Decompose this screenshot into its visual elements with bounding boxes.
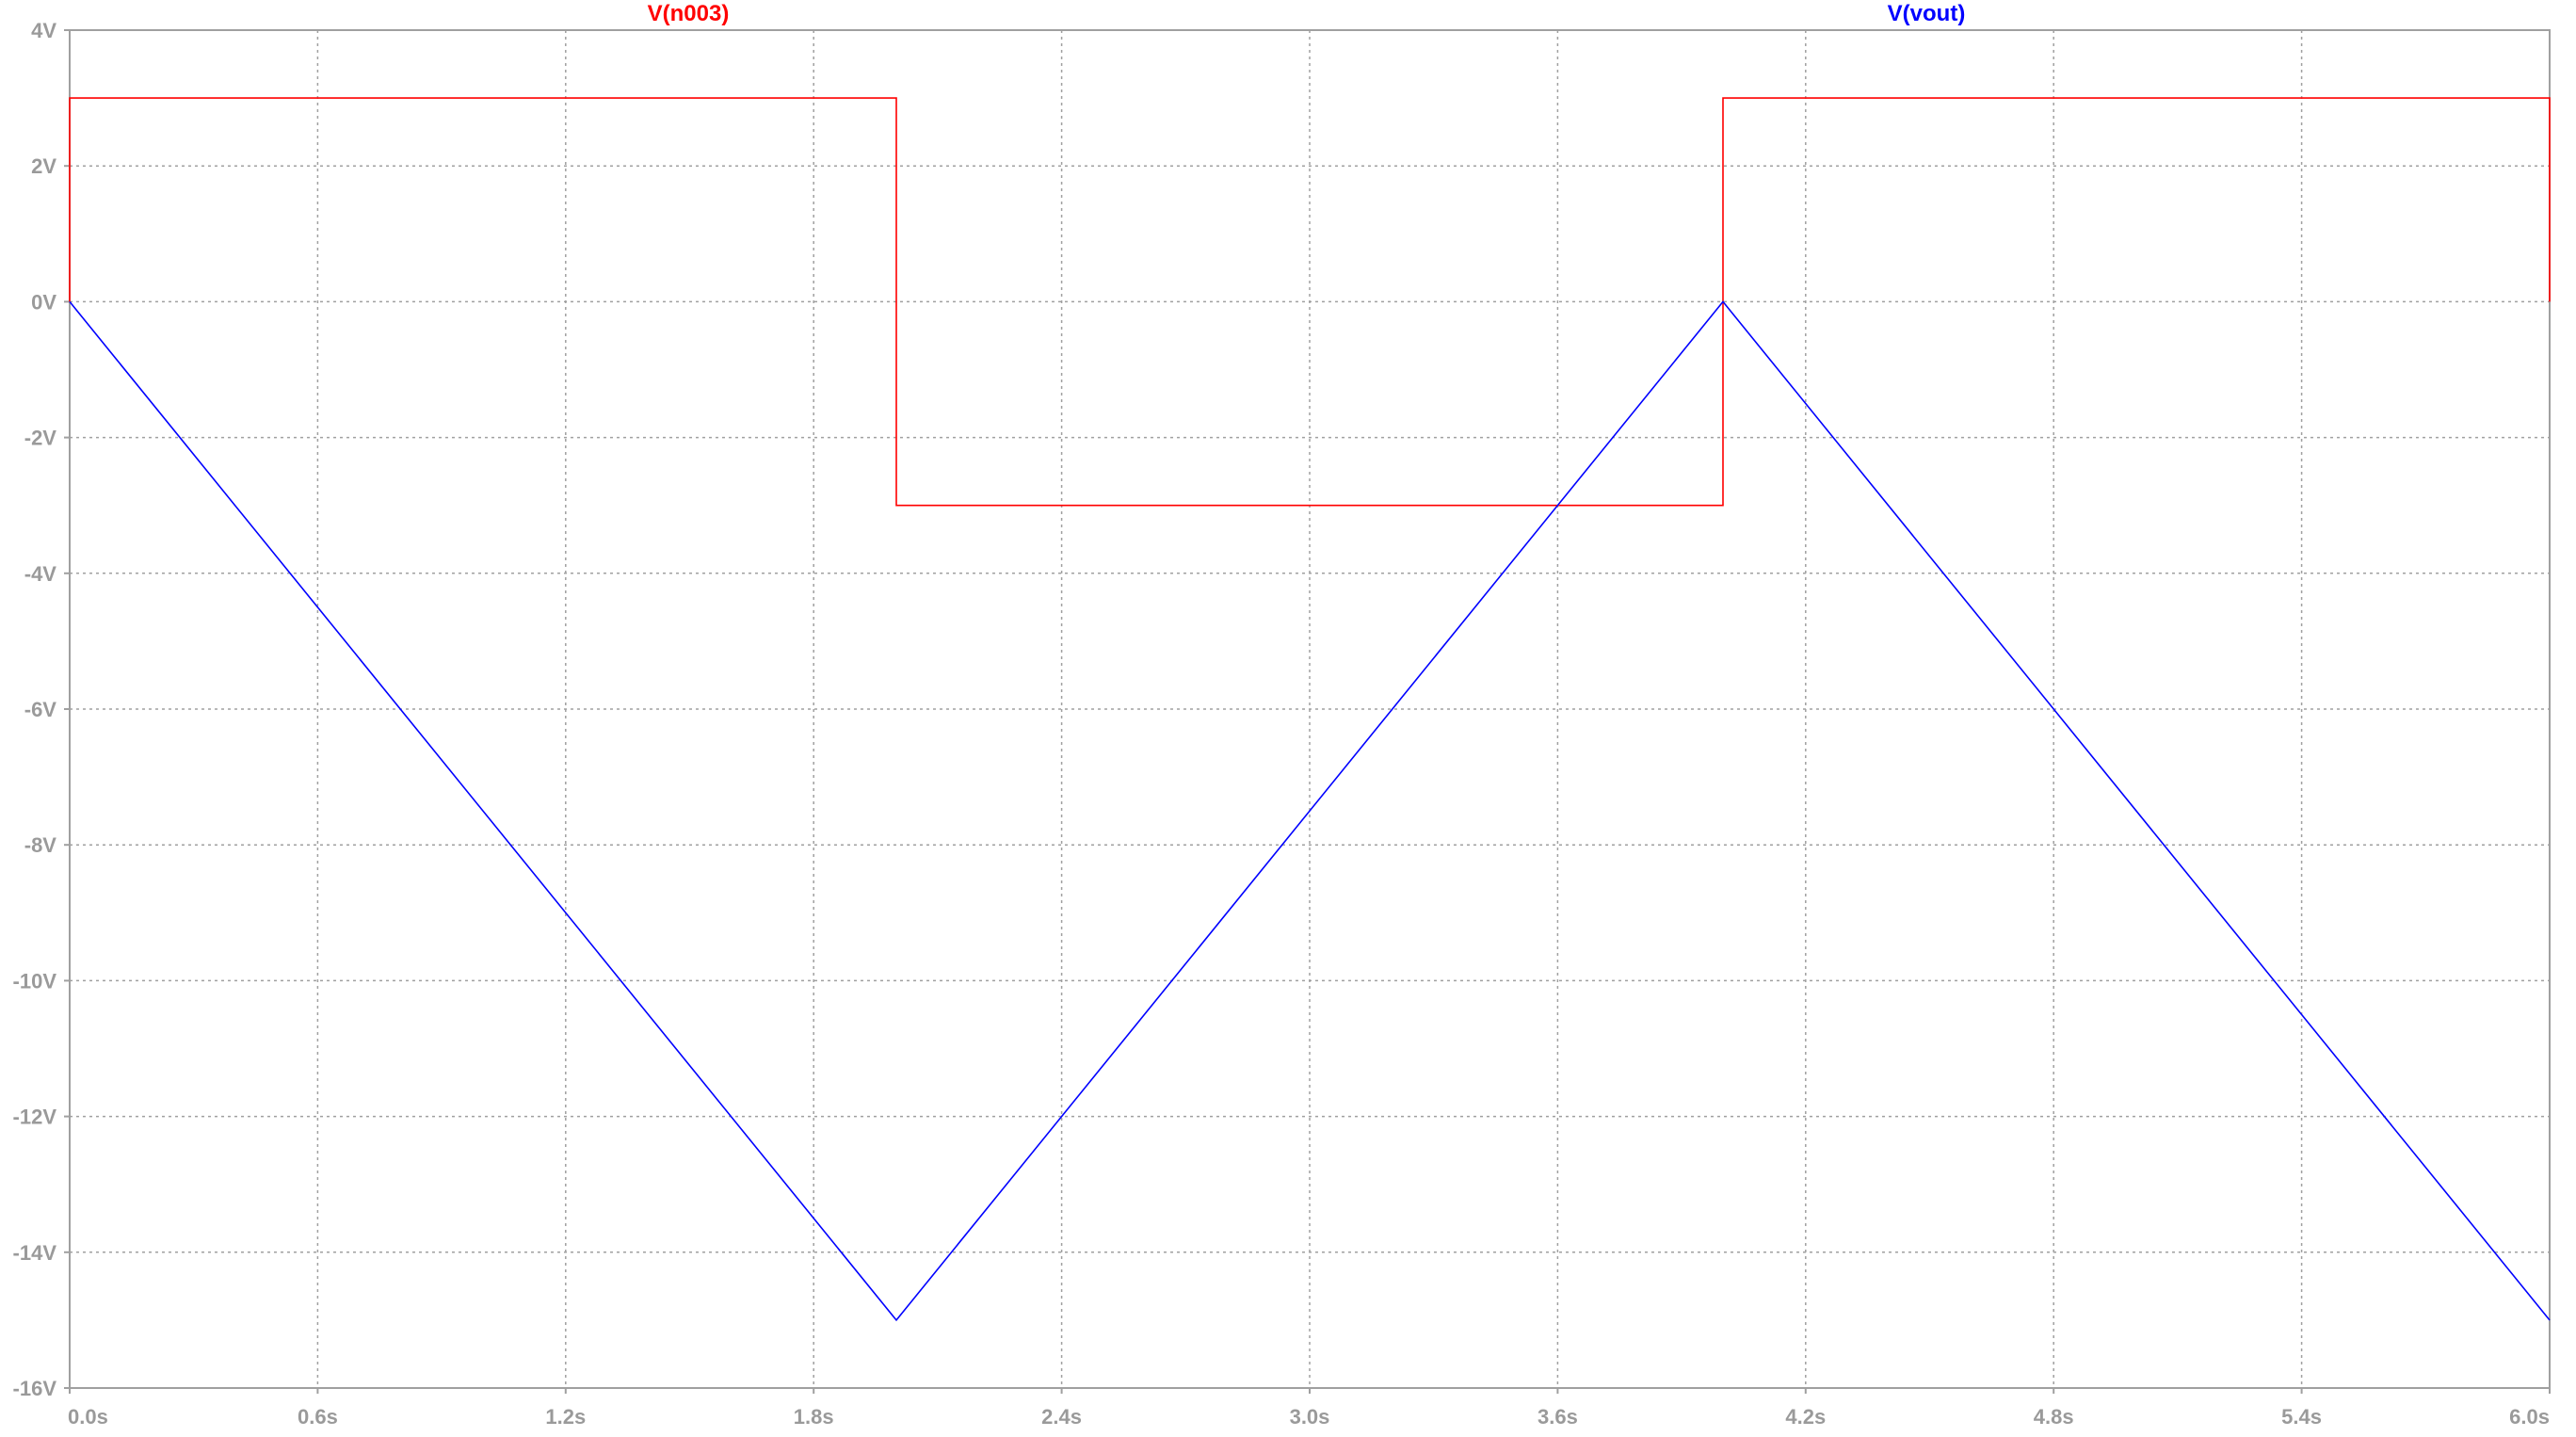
x-tick-label: 4.2s	[1785, 1405, 1826, 1429]
x-tick-label: 3.0s	[1290, 1405, 1330, 1429]
series-label-n003[interactable]: V(n003)	[648, 1, 730, 26]
series-line-n003	[69, 97, 2551, 507]
y-tick-label: -10V	[13, 969, 57, 993]
y-tick-label: -6V	[24, 698, 57, 721]
x-tick-label: 6.0s	[2509, 1405, 2550, 1429]
series-label-vout[interactable]: V(vout)	[1888, 1, 1966, 26]
y-tick-label: 0V	[31, 290, 56, 314]
y-tick-label: -4V	[24, 562, 57, 586]
plot-frame	[64, 29, 2551, 1394]
x-tick-label: 2.4s	[1041, 1405, 1082, 1429]
y-tick-label: -2V	[24, 427, 57, 450]
x-tick-label: 5.4s	[2281, 1405, 2322, 1429]
series-line-vout	[69, 300, 2551, 1322]
grid-lines	[70, 30, 2550, 1388]
y-tick-label: 4V	[31, 19, 56, 42]
y-tick-label: -14V	[13, 1241, 57, 1265]
y-tick-label: -12V	[13, 1106, 57, 1129]
y-tick-label: -8V	[24, 833, 57, 857]
x-tick-label: 0.0s	[68, 1405, 108, 1429]
x-tick-label: 0.6s	[298, 1405, 338, 1429]
series-traces	[69, 97, 2551, 1322]
y-tick-label: -16V	[13, 1377, 57, 1400]
y-tick-label: 2V	[31, 154, 56, 178]
x-tick-label: 1.2s	[545, 1405, 586, 1429]
x-tick-label: 3.6s	[1538, 1405, 1578, 1429]
x-tick-label: 4.8s	[2034, 1405, 2074, 1429]
y-axis-tick-labels: 4V 2V 0V -2V -4V -6V -8V -10V -12V -14V -16V	[13, 19, 57, 1400]
x-axis-tick-labels: 0.0s 0.6s 1.2s 1.8s 2.4s 3.0s 3.6s 4.2s 4.8s 5.4s…	[68, 1405, 2550, 1429]
series-labels: V(n003) V(vout)	[648, 1, 1966, 26]
x-tick-label: 1.8s	[794, 1405, 834, 1429]
